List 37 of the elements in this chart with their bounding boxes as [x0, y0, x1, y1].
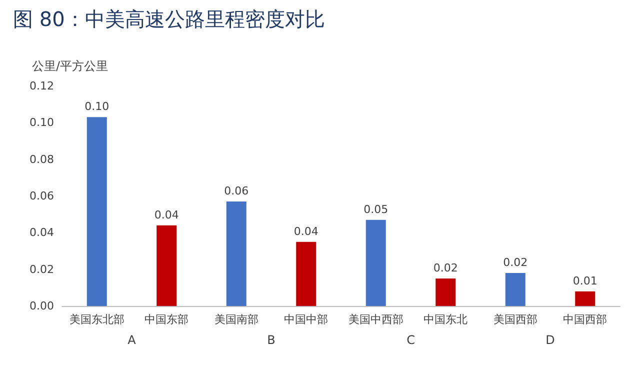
x-tick-label: 美国南部: [214, 313, 258, 326]
bar: [86, 117, 107, 306]
data-label: 0.06: [224, 184, 249, 198]
x-tick-label: 中国东北: [424, 313, 468, 326]
bar: [366, 220, 386, 306]
y-tick-label: 0.02: [30, 262, 54, 276]
bar: [436, 278, 456, 306]
data-label: 0.10: [84, 100, 110, 114]
y-tick-label: 0.06: [30, 190, 54, 202]
data-label: 0.05: [364, 202, 388, 216]
bar: [505, 273, 526, 306]
x-tick-label: 中国西部: [563, 313, 608, 326]
text: A: [128, 333, 137, 347]
y-tick-label: 0.04: [30, 226, 54, 240]
bar: [296, 242, 316, 306]
y-tick-label: 0.08: [30, 152, 54, 166]
data-label: 0.02: [503, 256, 528, 269]
text: B: [267, 333, 276, 347]
x-tick-label: 中国东部: [144, 313, 189, 326]
text: D: [546, 333, 555, 347]
data-label: 0.02: [433, 262, 458, 274]
text: C: [406, 333, 415, 347]
y-tick-label: 0.10: [30, 116, 54, 130]
chart-title: 图 80：中美高速公路里程密度对比: [13, 7, 325, 31]
x-tick-label: 美国西部: [493, 313, 538, 326]
bar: [226, 202, 246, 306]
data-label: 0.04: [294, 224, 318, 238]
y-tick-label: 0.00: [30, 300, 54, 312]
data-label: 0.01: [572, 274, 598, 288]
data-label: 0.04: [154, 208, 179, 222]
x-tick-label: 中国中部: [284, 313, 328, 326]
bar: [575, 291, 596, 306]
y-tick-label: 0.12: [30, 80, 54, 92]
x-tick-label: 美国中西部: [348, 313, 404, 326]
y-axis-title: 公里/平方公里: [32, 59, 108, 73]
bar: [156, 225, 177, 306]
x-tick-label: 美国东北部: [69, 313, 124, 326]
